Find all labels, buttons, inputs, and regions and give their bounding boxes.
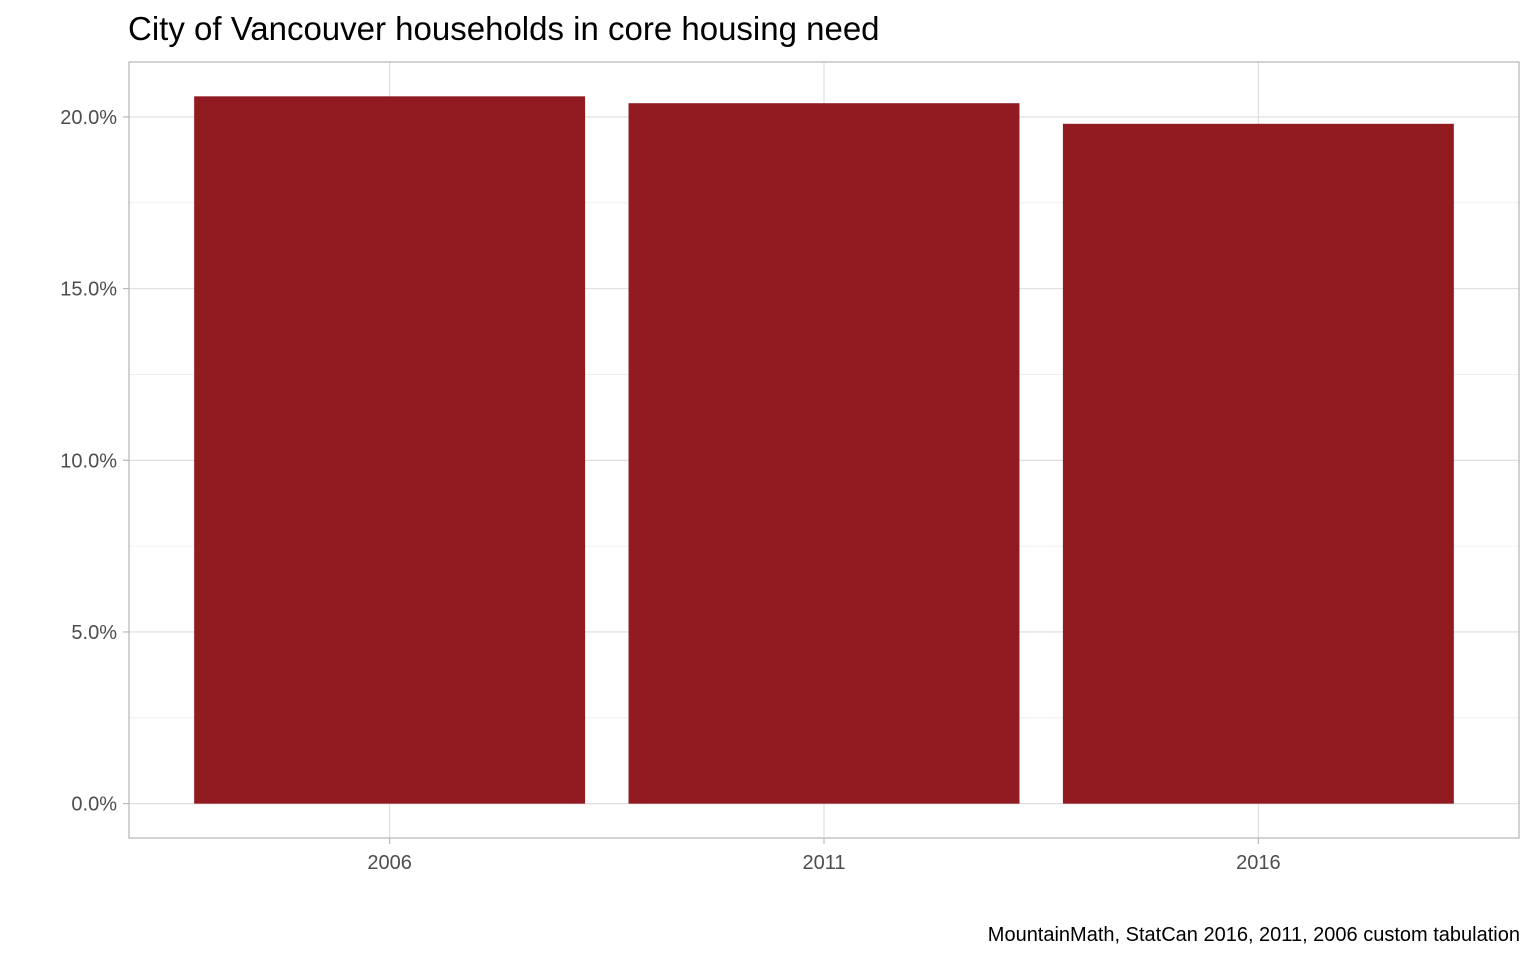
y-tick-label: 10.0% bbox=[60, 450, 117, 472]
y-tick-label: 15.0% bbox=[60, 279, 117, 301]
bar-2006 bbox=[194, 96, 586, 804]
chart-caption: MountainMath, StatCan 2016, 2011, 2006 c… bbox=[988, 924, 1520, 946]
y-tick-label: 0.0% bbox=[71, 794, 117, 816]
bars bbox=[194, 96, 1454, 804]
y-tick-label: 5.0% bbox=[71, 622, 117, 644]
bar-2016 bbox=[1062, 123, 1454, 804]
y-axis: 0.0% 5.0% 10.0% 15.0% 20.0% bbox=[60, 107, 129, 816]
x-axis: 2006 2011 2016 bbox=[367, 838, 1281, 874]
chart-title: City of Vancouver households in core hou… bbox=[128, 10, 880, 47]
bar-2011 bbox=[628, 103, 1020, 804]
y-tick-label: 20.0% bbox=[60, 107, 117, 129]
x-tick-label: 2011 bbox=[802, 852, 845, 874]
x-tick-label: 2006 bbox=[367, 852, 412, 874]
x-tick-label: 2016 bbox=[1236, 852, 1281, 874]
